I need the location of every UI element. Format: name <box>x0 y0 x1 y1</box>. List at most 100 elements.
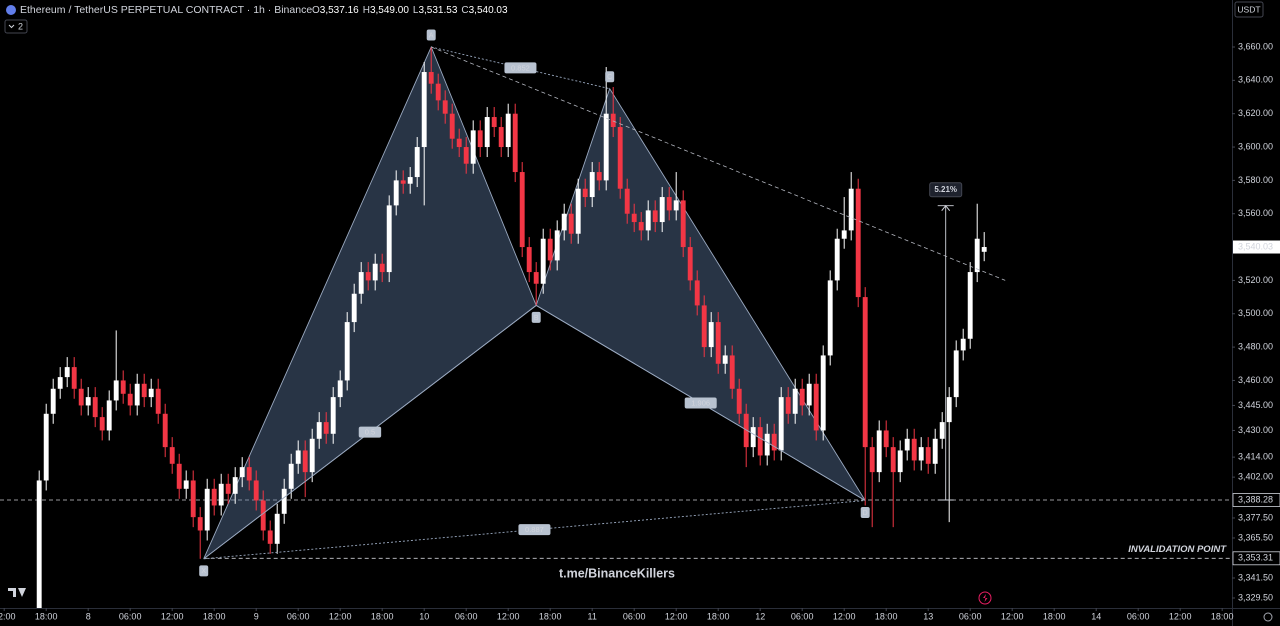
measure-label-box <box>929 182 963 198</box>
candle-body <box>239 467 245 478</box>
price-label: 3,388.28 <box>1238 494 1273 504</box>
y-tick-label: 3,580.00 <box>1238 175 1273 185</box>
x-tick-label: 12:00 <box>665 611 688 621</box>
candle-body <box>330 397 336 434</box>
candle-body <box>274 513 280 544</box>
candle-body <box>806 383 812 406</box>
ratio-label-box <box>518 524 551 536</box>
candle-body <box>253 480 259 501</box>
candle-body <box>694 280 700 306</box>
x-tick-label: 12:00 <box>1169 611 1192 621</box>
y-tick-label: 3,430.00 <box>1238 425 1273 435</box>
indicator-toggle[interactable] <box>4 19 28 34</box>
alert-icon[interactable] <box>978 591 992 605</box>
candle-body <box>792 388 798 414</box>
x-tick-label: 18:00 <box>1211 611 1234 621</box>
y-tick-label: 3,660.00 <box>1238 41 1273 51</box>
point-label: D <box>863 510 868 517</box>
candle-body <box>379 263 385 273</box>
candle-body <box>162 413 168 448</box>
ratio-line <box>431 46 610 90</box>
candle-body <box>218 483 224 506</box>
candle-body <box>659 197 665 223</box>
last-price-label: 3,540.03 <box>1238 241 1273 251</box>
candle-body <box>281 488 287 514</box>
ohlc-key: H <box>363 5 370 16</box>
candle-body <box>190 480 196 518</box>
ohlc-legend: O3,537.16 H3,549.00 L3,531.53 C3,540.03 <box>312 5 508 16</box>
candle-body <box>974 238 980 273</box>
x-tick-label: 14 <box>1091 611 1101 621</box>
candle-body <box>519 172 525 248</box>
candle-body <box>463 147 469 164</box>
y-tick-label: 3,445.00 <box>1238 400 1273 410</box>
candle-body <box>442 100 448 114</box>
candle-body <box>596 172 602 181</box>
candle-body <box>722 355 728 364</box>
candle-body <box>106 400 112 431</box>
candle-body <box>631 213 637 223</box>
candle-body <box>848 188 854 231</box>
candle-body <box>736 388 742 414</box>
candle-body <box>267 530 273 544</box>
x-tick-label: 18:00 <box>35 611 58 621</box>
candle-body <box>120 380 126 394</box>
point-label-box <box>531 311 541 323</box>
candle-body <box>155 388 161 414</box>
ohlc-key: L <box>413 5 419 16</box>
candle-body <box>225 483 231 494</box>
candle-body <box>862 297 868 448</box>
point-label-box <box>199 565 209 577</box>
candle-body <box>169 447 175 464</box>
y-tick-label: 3,600.00 <box>1238 141 1273 151</box>
candle-body <box>386 205 392 273</box>
point-label: B <box>534 315 539 322</box>
last-price-box <box>1233 240 1280 254</box>
x-tick-label: 13 <box>923 611 933 621</box>
x-tick-label: 06:00 <box>287 611 310 621</box>
ohlc-key: C <box>461 5 468 16</box>
candle-body <box>645 210 651 231</box>
y-tick-label: 3,560.00 <box>1238 208 1273 218</box>
x-tick-label: 18:00 <box>707 611 730 621</box>
y-tick-label: 3,620.00 <box>1238 108 1273 118</box>
candle-body <box>925 447 931 464</box>
candle-body <box>967 272 973 339</box>
ratio-label: 1.906 <box>691 398 710 407</box>
measure-label: 5.21% <box>934 185 957 194</box>
settings-icon[interactable] <box>1263 612 1273 622</box>
x-tick-label: 06:00 <box>455 611 478 621</box>
candle-body <box>148 388 154 398</box>
candle-body <box>232 477 238 494</box>
candle-body <box>470 130 476 164</box>
currency-button[interactable] <box>1234 1 1264 18</box>
candle-body <box>197 517 203 531</box>
candle-body <box>64 367 70 378</box>
candle-body <box>358 272 364 294</box>
x-tick-label: 12:00 <box>1001 611 1024 621</box>
candle-body <box>57 377 63 389</box>
candle-body <box>617 127 623 189</box>
ratio-label-box <box>504 62 537 74</box>
candle-body <box>85 397 91 406</box>
candle-body <box>680 200 686 248</box>
ratio-label-box <box>358 426 382 438</box>
x-tick-label: 18:00 <box>371 611 394 621</box>
candle-body <box>638 222 644 231</box>
symbol-icon <box>6 5 16 15</box>
candle-body <box>799 388 805 406</box>
ratio-label: 0.852 <box>511 63 530 72</box>
candle-body <box>204 488 210 531</box>
ratio-label: 0.5 <box>365 428 375 437</box>
candle-body <box>589 172 595 198</box>
candle-body <box>407 177 413 184</box>
x-tick-label: 9 <box>254 611 259 621</box>
point-label: C <box>607 74 612 81</box>
x-tick-label: 06:00 <box>959 611 982 621</box>
candle-body <box>526 247 532 273</box>
x-tick-label: 12:00 <box>0 611 15 621</box>
candle-body <box>981 247 987 252</box>
candle-body <box>554 230 560 261</box>
price-label: 3,353.31 <box>1238 553 1273 563</box>
x-tick-label: 12:00 <box>833 611 856 621</box>
